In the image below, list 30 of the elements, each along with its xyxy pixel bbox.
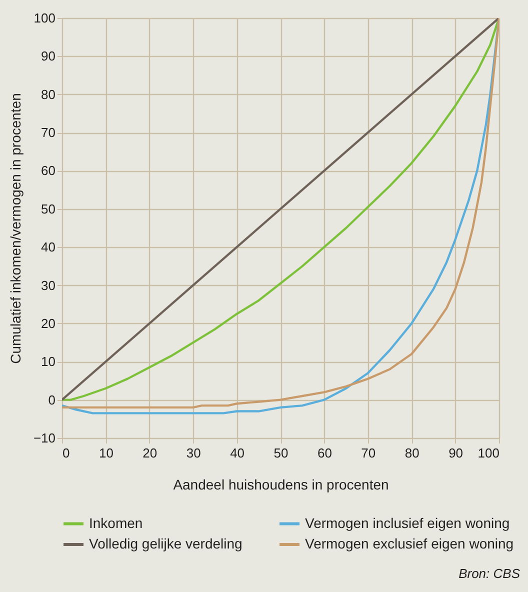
legend-label: Inkomen [89,514,143,531]
y-tick-label: 40 [41,240,56,255]
x-tick-label: 30 [186,446,201,460]
x-tick-label: 60 [317,446,332,460]
y-tick-label: 70 [41,125,56,140]
y-tick-label: 20 [41,316,56,331]
y-tick-label: 10 [41,354,56,370]
legend-label: Vermogen exclusief eigen woning [305,536,514,552]
legend-label: Volledig gelijke verdeling [89,536,242,552]
y-axis-title: Cumulatief inkomen/vermogen in procenten [7,93,24,364]
x-tick-label: 70 [361,446,376,460]
y-tick-label: 60 [41,163,56,178]
x-tick-label: 10 [98,446,114,460]
x-tick-label: 100 [478,446,500,460]
y-tick-label: 0 [48,392,56,408]
x-axis-title: Aandeel huishoudens in procenten [173,476,389,492]
x-tick-label: 0 [62,446,70,460]
y-tick-label: 90 [41,48,56,64]
y-tick-label: 100 [34,10,56,26]
x-tick-label: 80 [404,446,420,460]
legend-label: Vermogen inclusief eigen woning [305,514,510,531]
text: Bron: CBS [458,566,521,581]
x-tick-label: 90 [448,446,464,460]
y-tick-label: 80 [41,86,56,102]
x-tick-label: 50 [274,446,288,460]
y-tick-label: 30 [41,278,56,293]
y-tick-label: 50 [41,201,56,216]
x-tick-label: 40 [230,446,245,460]
x-tick-label: 20 [142,446,158,460]
y-tick-label: −10 [33,430,56,446]
